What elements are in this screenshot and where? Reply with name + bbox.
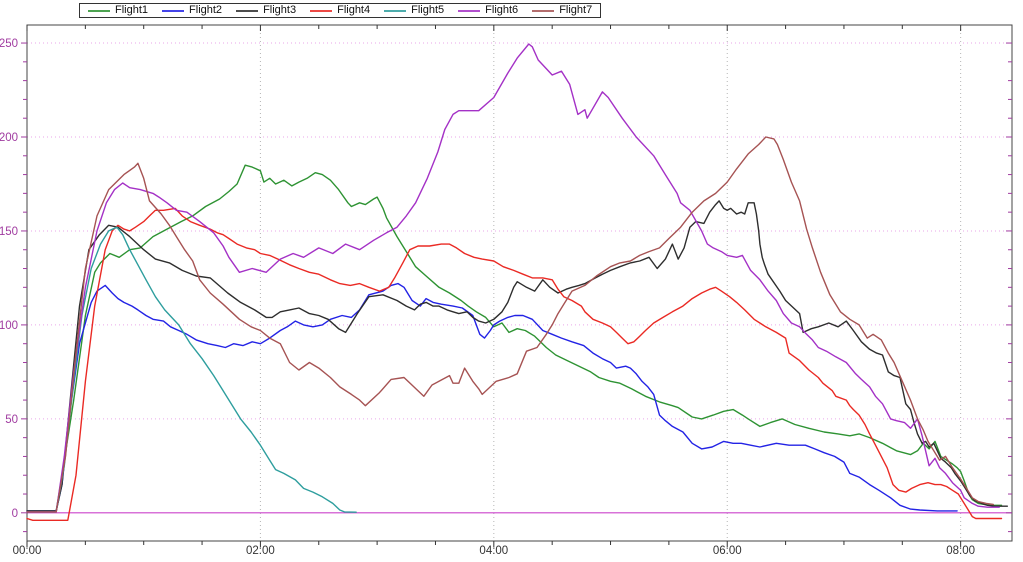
- legend-swatch-icon: [88, 9, 110, 12]
- y-tick-label: 100: [0, 320, 18, 332]
- legend-label: Flight2: [189, 4, 223, 16]
- series-line-flight7: [26, 136, 994, 513]
- x-tick-label: 04:00: [479, 545, 508, 557]
- series-line-flight1: [26, 164, 1003, 512]
- plot-border: [26, 24, 1013, 542]
- legend-label: Flight3: [263, 4, 297, 16]
- series-line-flight5: [26, 226, 357, 513]
- legend-item-flight6: Flight6: [458, 5, 518, 16]
- legend-label: Flight1: [115, 4, 149, 16]
- legend-label: Flight7: [559, 4, 593, 16]
- series-line-flight6: [26, 43, 1000, 513]
- legend-swatch-icon: [384, 9, 407, 12]
- legend-swatch-icon: [162, 9, 185, 12]
- series-line-flight4: [26, 207, 1003, 521]
- y-tick-label: 150: [0, 226, 18, 238]
- series-line-flight2: [26, 282, 958, 512]
- legend-item-flight5: Flight5: [384, 5, 444, 16]
- x-tick-label: 08:00: [946, 545, 975, 557]
- legend: Flight1 Flight2 Flight3 Flight4 Flight5 Fligh…: [79, 3, 602, 18]
- legend-item-flight4: Flight4: [310, 5, 370, 16]
- legend-swatch-icon: [532, 9, 555, 12]
- y-tick-label: 250: [0, 38, 18, 50]
- legend-label: Flight6: [485, 4, 519, 16]
- x-tick-label: 06:00: [713, 545, 742, 557]
- legend-label: Flight5: [411, 4, 445, 16]
- legend-swatch-icon: [458, 9, 481, 12]
- y-tick-label: 50: [5, 414, 18, 426]
- y-tick-label: 200: [0, 132, 18, 144]
- x-tick-label: 00:00: [13, 545, 42, 557]
- legend-item-flight3: Flight3: [236, 5, 296, 16]
- x-tick-label: 02:00: [246, 545, 275, 557]
- y-tick-label: 0: [12, 508, 18, 520]
- legend-label: Flight4: [337, 4, 371, 16]
- series-line-flight3: [26, 200, 1008, 512]
- legend-swatch-icon: [310, 9, 333, 12]
- legend-item-flight7: Flight7: [532, 5, 592, 16]
- legend-item-flight1: Flight1: [88, 5, 148, 16]
- legend-item-flight2: Flight2: [162, 5, 222, 16]
- legend-swatch-icon: [236, 9, 259, 12]
